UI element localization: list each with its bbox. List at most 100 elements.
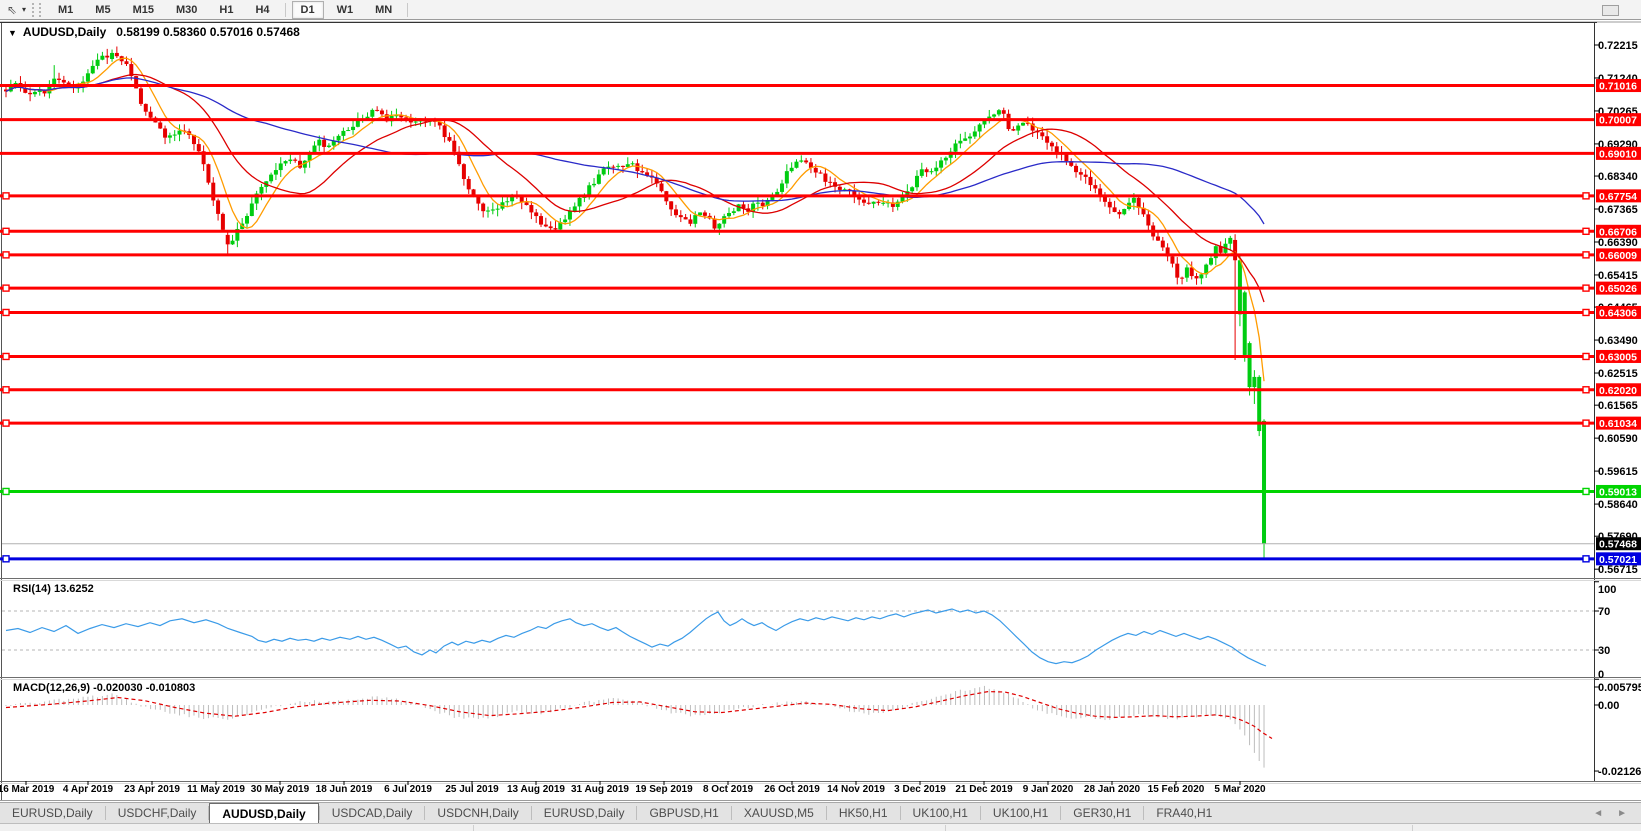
date-axis-label: 11 May 2019	[187, 784, 245, 795]
hline-handle-left	[2, 487, 10, 496]
price-label-box	[1596, 189, 1641, 203]
hline-handle-left	[2, 352, 10, 361]
tab-eurusd-daily[interactable]: EURUSD,Daily	[543, 806, 625, 820]
rsi-indicator-label: RSI(14) 13.6252	[13, 583, 94, 595]
tab-divider	[1143, 806, 1145, 820]
price-label-text: 0.59013	[1599, 486, 1637, 498]
tab-uk100-h1[interactable]: UK100,H1	[992, 806, 1049, 820]
date-axis-label: 3 Dec 2019	[894, 784, 946, 795]
ma_slow-line	[5, 77, 1265, 225]
date-axis-label: 31 Aug 2019	[571, 784, 629, 795]
chart-title: ▼ AUDUSD,Daily 0.58199 0.58360 0.57016 0.5…	[8, 25, 300, 39]
chevron-down-icon[interactable]: ▾	[22, 5, 27, 14]
price-label-text: 0.64306	[1599, 307, 1637, 319]
macd-current-values: -0.020030 -0.010803	[93, 682, 196, 694]
hline-handle-left	[2, 386, 10, 394]
tab-divider	[636, 806, 638, 820]
timeframe-button-m5[interactable]: M5	[95, 3, 111, 16]
current-price-label-box	[1596, 537, 1641, 551]
chart-symbol-label: AUDUSD,Daily	[22, 25, 107, 39]
tab-usdcad-daily[interactable]: USDCAD,Daily	[331, 806, 413, 820]
price-label-text: 0.70007	[1599, 115, 1637, 127]
rsi-axis-tick-label: 70	[1598, 606, 1610, 618]
macd-axis-tick-label: 0.005795	[1598, 682, 1641, 694]
timeframe-toolbar: ⇖ ▾ M1 M5 M15 M30 H1 H4 D1 W1 MN	[0, 0, 1641, 20]
date-axis-label: 16 Mar 2019	[0, 784, 55, 795]
tab-hk50-h1[interactable]: HK50,H1	[838, 806, 888, 820]
hline-handle-right	[1582, 352, 1590, 361]
price-label-box	[1596, 79, 1641, 93]
rsi-axis-tick-label: 100	[1598, 584, 1616, 596]
hline-handle-right	[1582, 251, 1590, 259]
tab-divider	[979, 806, 981, 820]
price-axis-tick-label: 0.65415	[1598, 270, 1638, 282]
hline-handle-left	[2, 308, 10, 317]
price-label-text: 0.66009	[1599, 250, 1637, 262]
ma_fast-line	[5, 57, 1265, 382]
date-axis-label: 13 Aug 2019	[507, 784, 565, 795]
chart-dropdown-icon[interactable]: ▼	[8, 28, 17, 38]
hline-handle-left	[2, 251, 10, 259]
rsi-current-value: 13.6252	[53, 583, 94, 595]
chart-tab-bar: EURUSD,Daily USDCHF,Daily AUDUSD,Daily USDC…	[0, 802, 1641, 824]
price-label-box	[1596, 224, 1641, 238]
price-label-box	[1596, 416, 1641, 430]
timeframe-button-m15[interactable]: M15	[132, 3, 154, 16]
tab-scroll-right-icon[interactable]: ►	[1617, 807, 1627, 819]
tab-divider	[104, 806, 106, 820]
tab-divider	[530, 806, 532, 820]
toolbar-grip-handle[interactable]	[32, 2, 42, 17]
cursor-tool-icon[interactable]: ⇖	[6, 2, 18, 17]
date-axis-label: 4 Apr 2019	[63, 784, 114, 795]
timeframe-button-h4[interactable]: H4	[255, 3, 270, 16]
date-axis-label: 9 Jan 2020	[1023, 784, 1074, 795]
price-label-box	[1596, 146, 1641, 160]
timeframe-button-m1[interactable]: M1	[58, 3, 74, 16]
hline-handle-left	[2, 192, 10, 200]
hline-handle-left	[2, 419, 10, 427]
tab-divider	[208, 806, 210, 820]
tab-uk100-h1[interactable]: UK100,H1	[912, 806, 968, 820]
rsi-axis-tick-label: 0	[1598, 669, 1604, 681]
price-label-text: 0.71016	[1599, 81, 1637, 93]
chart-ohlc-values: 0.58199 0.58360 0.57016 0.57468	[116, 25, 300, 39]
price-label-box	[1596, 248, 1641, 262]
hline-handle-left	[2, 555, 10, 563]
price-label-text: 0.57021	[1599, 554, 1637, 566]
tab-divider	[318, 806, 320, 820]
tab-gbpusd-h1[interactable]: GBPUSD,H1	[649, 806, 719, 820]
price-label-box	[1596, 484, 1641, 498]
price-label-text: 0.67754	[1599, 191, 1637, 203]
scrollbar-thumb[interactable]	[1602, 5, 1619, 16]
date-axis-label: 25 Jul 2019	[445, 784, 499, 795]
price-axis-tick-label: 0.68340	[1598, 171, 1638, 183]
price-chart-canvas[interactable]: 0.722150.712400.702650.692900.683400.673…	[0, 20, 1641, 802]
tab-eurusd-daily[interactable]: EURUSD,Daily	[12, 806, 93, 820]
price-label-text: 0.62020	[1599, 385, 1637, 397]
tab-scroll-left-icon[interactable]: ◄	[1593, 807, 1604, 819]
tab-fra40-h1[interactable]: FRA40,H1	[1156, 806, 1213, 820]
price-axis-tick-label: 0.61565	[1598, 400, 1638, 412]
price-axis-tick-label: 0.62515	[1598, 368, 1638, 380]
tab-audusd-daily[interactable]: AUDUSD,Daily	[209, 803, 319, 823]
tab-usdcnh-daily[interactable]: USDCNH,Daily	[437, 806, 519, 820]
tab-usdchf-daily[interactable]: USDCHF,Daily	[117, 806, 197, 820]
timeframe-button-m30[interactable]: M30	[175, 3, 198, 16]
price-axis-tick-label: 0.59615	[1598, 466, 1638, 478]
timeframe-button-mn[interactable]: MN	[375, 3, 393, 16]
tab-ger30-h1[interactable]: GER30,H1	[1073, 806, 1132, 820]
date-axis-label: 28 Jan 2020	[1084, 784, 1141, 795]
hline-handle-right	[1582, 284, 1590, 292]
price-axis-tick-label: 0.60590	[1598, 433, 1638, 445]
hline-handle-right	[1582, 487, 1590, 496]
date-axis-label: 21 Dec 2019	[955, 784, 1013, 795]
tab-xauusd-m5[interactable]: XAUUSD,M5	[743, 806, 814, 820]
timeframe-button-w1[interactable]: W1	[336, 3, 354, 16]
tab-divider	[424, 806, 426, 820]
hline-handle-left	[2, 284, 10, 292]
price-axis-tick-label: 0.63490	[1598, 335, 1638, 347]
timeframe-button-h1[interactable]: H1	[219, 3, 234, 16]
date-axis-label: 30 May 2019	[251, 784, 310, 795]
timeframe-button-d1[interactable]: D1	[291, 0, 324, 19]
price-label-box	[1596, 552, 1641, 566]
